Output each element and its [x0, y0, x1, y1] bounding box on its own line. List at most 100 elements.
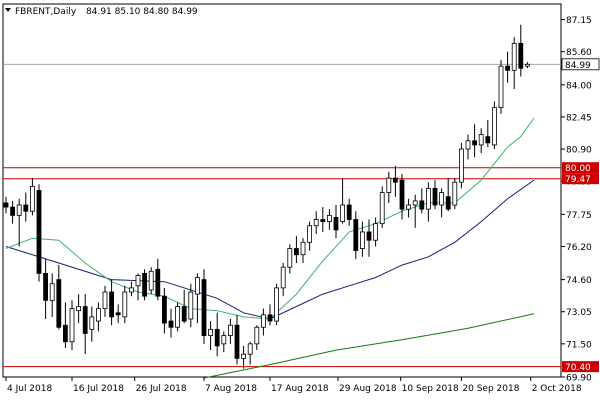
- candle: [326, 209, 332, 230]
- y-tick-label: 69.90: [566, 374, 592, 384]
- candle: [122, 285, 128, 324]
- candle-body: [359, 231, 365, 249]
- candle: [478, 128, 484, 154]
- candle: [458, 142, 464, 189]
- candle: [194, 273, 200, 324]
- chart-header: FBRENT,Daily 84.91 85.10 84.80 84.99: [5, 7, 198, 17]
- symbol-label: FBRENT,Daily: [15, 7, 77, 17]
- candle-body: [445, 196, 451, 210]
- candle-body: [63, 324, 68, 343]
- candle-body: [16, 204, 22, 216]
- candle: [56, 265, 62, 330]
- candle-body: [201, 279, 207, 336]
- candle-body: [135, 275, 141, 287]
- candle: [109, 279, 114, 326]
- candle-body: [194, 277, 200, 295]
- candle-body: [307, 225, 313, 243]
- candle: [386, 171, 392, 203]
- dropdown-icon[interactable]: [5, 8, 11, 12]
- candle-body: [353, 219, 359, 251]
- candle: [491, 101, 497, 150]
- candle: [366, 219, 372, 257]
- candle-body: [373, 223, 379, 241]
- candle: [76, 294, 81, 324]
- current-price-box: [561, 58, 600, 71]
- y-tick-label: 85.60: [566, 48, 592, 58]
- candle: [181, 289, 187, 324]
- candle-body: [227, 324, 233, 336]
- candle: [43, 258, 48, 319]
- y-tick-label: 82.45: [566, 113, 592, 123]
- candle-body: [465, 140, 471, 150]
- candle: [498, 59, 504, 114]
- candle-body: [208, 328, 214, 336]
- candle: [10, 200, 16, 224]
- candle-body: [406, 204, 412, 210]
- candle: [63, 302, 68, 348]
- candle-body: [452, 181, 458, 206]
- candle-body: [96, 308, 101, 322]
- candle: [313, 211, 319, 235]
- candle: [452, 178, 458, 210]
- y-tick-label: 87.15: [566, 16, 592, 26]
- candle-body: [267, 314, 273, 322]
- candle: [511, 37, 517, 89]
- candle-body: [287, 248, 293, 268]
- candle: [412, 194, 418, 228]
- candle: [333, 205, 339, 239]
- candle-body: [518, 42, 524, 69]
- candle-body: [313, 219, 319, 227]
- candle-body: [478, 134, 484, 146]
- candle: [260, 308, 266, 336]
- candle-body: [439, 192, 445, 206]
- level-label: 79.47: [565, 175, 591, 185]
- candle-body: [247, 343, 253, 355]
- plot-area: [2, 3, 562, 378]
- candle-body: [181, 306, 187, 322]
- candle: [307, 221, 313, 251]
- candle-body: [221, 335, 227, 345]
- candle-body: [56, 279, 62, 328]
- candle-body: [234, 324, 240, 359]
- candle: [379, 186, 385, 228]
- candle-body: [260, 314, 266, 328]
- candle-body: [300, 241, 306, 256]
- candle: [102, 285, 108, 317]
- ma-fast-line: [5, 117, 535, 320]
- candle: [274, 283, 280, 326]
- candle-body: [128, 287, 134, 293]
- level-label: 70.40: [565, 363, 591, 373]
- candle: [518, 24, 524, 77]
- candle-body: [102, 291, 108, 310]
- candle: [29, 178, 35, 216]
- candle-body: [274, 287, 280, 322]
- y-tick-label: 76.20: [566, 243, 592, 253]
- x-tick-label: 2 Oct 2018: [532, 384, 582, 394]
- candle: [267, 304, 273, 326]
- candle-body: [109, 291, 114, 318]
- candle-body: [175, 306, 181, 328]
- candle: [419, 188, 425, 214]
- candle: [201, 269, 207, 344]
- candle-body: [326, 214, 332, 222]
- candle: [300, 238, 306, 264]
- candle: [89, 306, 95, 342]
- y-tick-label: 73.05: [566, 308, 592, 318]
- candle: [320, 207, 326, 232]
- candle-body: [29, 185, 35, 212]
- candle-body: [458, 148, 464, 183]
- candle: [254, 325, 260, 351]
- candle-body: [386, 177, 392, 193]
- candle: [96, 302, 101, 332]
- candle-body: [379, 192, 385, 225]
- candle-body: [340, 204, 346, 222]
- candle-body: [280, 266, 286, 289]
- candle-body: [148, 270, 154, 291]
- candle: [115, 304, 121, 324]
- candle: [82, 294, 88, 355]
- candle: [505, 51, 511, 83]
- candle: [16, 198, 22, 247]
- ma-long-line: [203, 313, 535, 379]
- x-tick-label: 16 Jul 2018: [73, 384, 124, 394]
